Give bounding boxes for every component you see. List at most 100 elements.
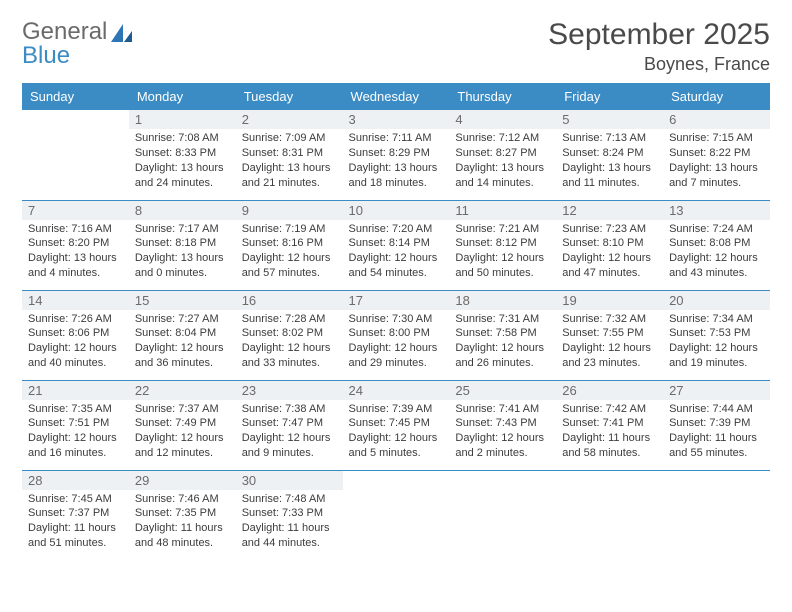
calendar-cell: 8Sunrise: 7:17 AMSunset: 8:18 PMDaylight… — [129, 200, 236, 290]
calendar-cell: 18Sunrise: 7:31 AMSunset: 7:58 PMDayligh… — [449, 290, 556, 380]
sunset-line: Sunset: 7:37 PM — [28, 507, 109, 519]
day-details: Sunrise: 7:13 AMSunset: 8:24 PMDaylight:… — [556, 131, 663, 190]
sunset-line: Sunset: 7:49 PM — [135, 417, 216, 429]
day-number: 30 — [236, 471, 343, 490]
calendar-cell: 16Sunrise: 7:28 AMSunset: 8:02 PMDayligh… — [236, 290, 343, 380]
daylight-line: Daylight: 13 hours and 4 minutes. — [28, 252, 117, 279]
sunset-line: Sunset: 7:39 PM — [669, 417, 750, 429]
daylight-line: Daylight: 13 hours and 18 minutes. — [349, 162, 438, 189]
sunrise-line: Sunrise: 7:31 AM — [455, 313, 539, 325]
weekday-header: Friday — [556, 83, 663, 110]
calendar-cell — [343, 470, 450, 560]
day-details: Sunrise: 7:24 AMSunset: 8:08 PMDaylight:… — [663, 222, 770, 281]
calendar-body: 1Sunrise: 7:08 AMSunset: 8:33 PMDaylight… — [22, 110, 770, 560]
day-number: 3 — [343, 110, 450, 129]
calendar-cell: 1Sunrise: 7:08 AMSunset: 8:33 PMDaylight… — [129, 110, 236, 200]
sunrise-line: Sunrise: 7:27 AM — [135, 313, 219, 325]
sunrise-line: Sunrise: 7:42 AM — [562, 403, 646, 415]
daylight-line: Daylight: 11 hours and 51 minutes. — [28, 522, 116, 549]
sunrise-line: Sunrise: 7:09 AM — [242, 132, 326, 144]
weekday-header: Tuesday — [236, 83, 343, 110]
title-block: September 2025 Boynes, France — [548, 18, 770, 75]
weekday-header: Wednesday — [343, 83, 450, 110]
daylight-line: Daylight: 11 hours and 55 minutes. — [669, 432, 757, 459]
day-number: 14 — [22, 291, 129, 310]
weekday-header: Monday — [129, 83, 236, 110]
sunset-line: Sunset: 7:35 PM — [135, 507, 216, 519]
calendar-cell: 17 Sunrise: 7:30 AMSunset: 8:00 PMDayligh… — [343, 290, 450, 380]
day-number: 17 — [343, 291, 450, 310]
calendar-cell: 28Sunrise: 7:45 AMSunset: 7:37 PMDayligh… — [22, 470, 129, 560]
daylight-line: Daylight: 12 hours and 16 minutes. — [28, 432, 117, 459]
day-number: 12 — [556, 201, 663, 220]
sunrise-line: Sunrise: 7:32 AM — [562, 313, 646, 325]
daylight-line: Daylight: 12 hours and 19 minutes. — [669, 342, 758, 369]
daylight-line: Daylight: 11 hours and 58 minutes. — [562, 432, 650, 459]
sunrise-line: Sunrise: 7:17 AM — [135, 223, 219, 235]
daylight-line: Daylight: 11 hours and 44 minutes. — [242, 522, 330, 549]
day-details: Sunrise: 7:48 AMSunset: 7:33 PMDaylight:… — [236, 492, 343, 551]
sunrise-line: Sunrise: 7:23 AM — [562, 223, 646, 235]
sunrise-line: Sunrise: 7:19 AM — [242, 223, 326, 235]
sunrise-line: Sunrise: 7:41 AM — [455, 403, 539, 415]
sunset-line: Sunset: 8:31 PM — [242, 147, 323, 159]
sunset-line: Sunset: 8:10 PM — [562, 237, 643, 249]
calendar-cell: 30 Sunrise: 7:48 AMSunset: 7:33 PMDayligh… — [236, 470, 343, 560]
day-number: 15 — [129, 291, 236, 310]
sunrise-line: Sunrise: 7:13 AM — [562, 132, 646, 144]
day-number: 10 — [343, 201, 450, 220]
sunset-line: Sunset: 8:29 PM — [349, 147, 430, 159]
calendar-cell: 23Sunrise: 7:38 AMSunset: 7:47 PMDayligh… — [236, 380, 343, 470]
sunrise-line: Sunrise: 7:45 AM — [28, 493, 112, 505]
daylight-line: Daylight: 12 hours and 26 minutes. — [455, 342, 544, 369]
calendar-cell: 6Sunrise: 7:15 AMSunset: 8:22 PMDaylight… — [663, 110, 770, 200]
day-number: 20 — [663, 291, 770, 310]
calendar-cell: 22Sunrise: 7:37 AMSunset: 7:49 PMDayligh… — [129, 380, 236, 470]
day-number: 8 — [129, 201, 236, 220]
sunset-line: Sunset: 8:08 PM — [669, 237, 750, 249]
day-details: Sunrise: 7:44 AM Sunset: 7:39 PM Daylight:… — [663, 402, 770, 461]
calendar-cell: 27Sunrise: 7:44 AMSunset: 7:39 PMDayligh… — [663, 380, 770, 470]
calendar-table: Sunday Monday Tuesday Wednesday Thursday… — [22, 83, 770, 560]
sunrise-line: Sunrise: 7:44 AM — [669, 403, 753, 415]
sunrise-line: Sunrise: 7:46 AM — [135, 493, 219, 505]
calendar-cell — [556, 470, 663, 560]
daylight-line: Daylight: 12 hours and 40 minutes. — [28, 342, 117, 369]
location-label: Boynes, France — [548, 54, 770, 75]
day-details: Sunrise: 7:08 AMSunset: 8:33 PMDaylight:… — [129, 131, 236, 190]
day-number: 21 — [22, 381, 129, 400]
day-number: 9 — [236, 201, 343, 220]
day-details: Sunrise: 7:23 AMSunset: 8:10 PMDaylight:… — [556, 222, 663, 281]
daylight-line: Daylight: 12 hours and 5 minutes. — [349, 432, 438, 459]
sunset-line: Sunset: 8:18 PM — [135, 237, 216, 249]
day-number: 2 — [236, 110, 343, 129]
sunset-line: Sunset: 8:33 PM — [135, 147, 216, 159]
day-number: 16 — [236, 291, 343, 310]
sunset-line: Sunset: 7:43 PM — [455, 417, 536, 429]
day-details: Sunrise: 7:19 AMSunset: 8:16 PMDaylight:… — [236, 222, 343, 281]
weekday-header-row: Sunday Monday Tuesday Wednesday Thursday… — [22, 83, 770, 110]
sunset-line: Sunset: 8:04 PM — [135, 327, 216, 339]
day-details: Sunrise: 7:32 AMSunset: 7:55 PMDaylight:… — [556, 312, 663, 371]
calendar-cell: 11Sunrise: 7:21 AMSunset: 8:12 PMDayligh… — [449, 200, 556, 290]
sunset-line: Sunset: 8:20 PM — [28, 237, 109, 249]
calendar-cell: 13Sunrise: 7:24 AMSunset: 8:08 PMDayligh… — [663, 200, 770, 290]
sunset-line: Sunset: 7:47 PM — [242, 417, 323, 429]
day-details: Sunrise: 7:09 AMSunset: 8:31 PMDaylight:… — [236, 131, 343, 190]
day-details: Sunrise: 7:41 AMSunset: 7:43 PMDaylight:… — [449, 402, 556, 461]
calendar-row: 21Sunrise: 7:35 AMSunset: 7:51 PMDayligh… — [22, 380, 770, 470]
daylight-line: Daylight: 13 hours and 11 minutes. — [562, 162, 651, 189]
sunset-line: Sunset: 8:22 PM — [669, 147, 750, 159]
calendar-cell — [449, 470, 556, 560]
day-details: Sunrise: 7:46 AMSunset: 7:35 PMDaylight:… — [129, 492, 236, 551]
calendar-cell: 14Sunrise: 7:26 AMSunset: 8:06 PMDayligh… — [22, 290, 129, 380]
calendar-cell: 9 Sunrise: 7:19 AMSunset: 8:16 PMDaylight… — [236, 200, 343, 290]
sunrise-line: Sunrise: 7:15 AM — [669, 132, 753, 144]
sunrise-line: Sunrise: 7:34 AM — [669, 313, 753, 325]
day-details: Sunrise: 7:30 AMSunset: 8:00 PMDaylight:… — [343, 312, 450, 371]
day-number: 4 — [449, 110, 556, 129]
sunrise-line: Sunrise: 7:48 AM — [242, 493, 326, 505]
sunrise-line: Sunrise: 7:35 AM — [28, 403, 112, 415]
day-number: 6 — [663, 110, 770, 129]
calendar-cell: 15Sunrise: 7:27 AMSunset: 8:04 PMDayligh… — [129, 290, 236, 380]
